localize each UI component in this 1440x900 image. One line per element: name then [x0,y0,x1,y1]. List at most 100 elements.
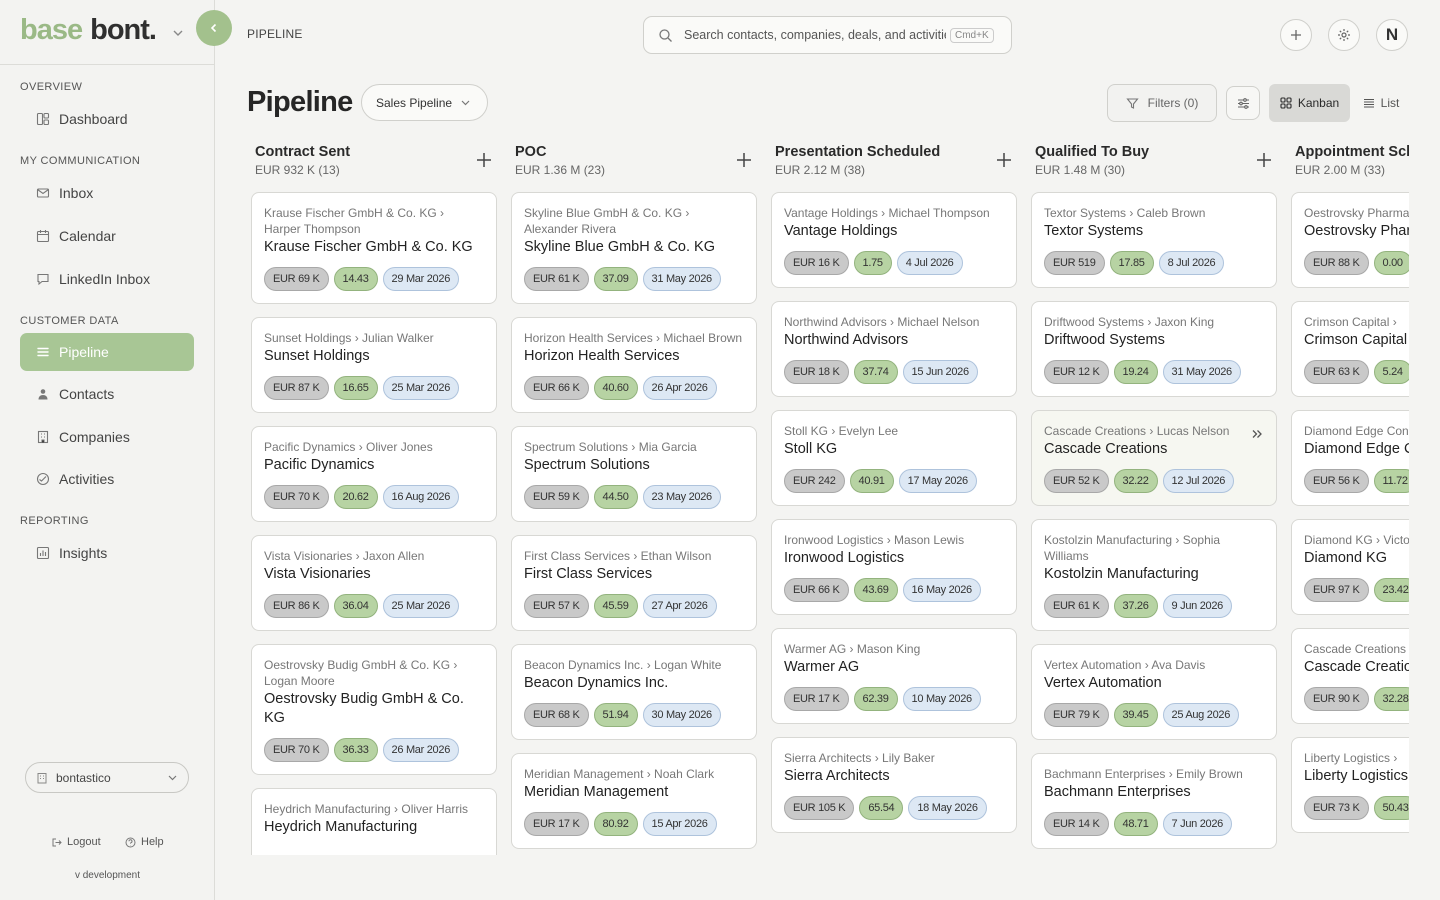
deal-card[interactable]: Cascade Creations › Lucas Nelson Cascade … [1031,410,1277,506]
deal-card[interactable]: Vantage Holdings › Michael Thompson Vanta… [771,192,1017,288]
deal-card[interactable]: Bachmann Enterprises › Emily Brown Bachma… [1031,753,1277,849]
pipeline-select-value: Sales Pipeline [376,95,453,110]
sidebar-item-insights[interactable]: Insights [20,534,194,572]
deal-card[interactable]: Skyline Blue GmbH & Co. KG › Alexander R… [511,192,757,304]
deal-badges: EUR 105 K 65.54 18 May 2026 [784,796,1004,820]
deal-card[interactable]: Meridian Management › Noah Clark Meridian… [511,753,757,849]
view-settings-button[interactable] [1226,86,1260,120]
column-title: Presentation Scheduled [775,144,941,160]
deal-card[interactable]: Driftwood Systems › Jaxon King Driftwood … [1031,301,1277,397]
deal-badges: EUR 66 K 43.69 16 May 2026 [784,578,1004,602]
deal-card[interactable]: First Class Services › Ethan Wilson First… [511,535,757,631]
deal-company-contact: Oestrovsky Budig GmbH & Co. KG › Logan M… [264,658,458,688]
chevron-down-icon [460,98,471,108]
deal-name: Beacon Dynamics Inc. [524,675,669,691]
brand-logo[interactable]: base bont. [20,14,157,46]
deal-card[interactable]: Oestrovsky Pharma › Oestrovsky Pharma EUR… [1291,192,1409,288]
chevron-down-icon[interactable] [171,27,185,39]
deal-card[interactable]: Crimson Capital › Crimson Capital EUR 63 … [1291,301,1409,397]
deal-card[interactable]: Diamond KG › Victoria Diamond KG EUR 97 K2… [1291,519,1409,615]
sidebar-item-activities[interactable]: Activities [20,460,194,498]
deal-company-contact: Vertex Automation › Ava Davis [1044,658,1206,672]
create-button[interactable] [1280,19,1312,51]
sidebar-item-inbox[interactable]: Inbox [20,174,194,212]
filters-label: Filters (0) [1147,96,1199,110]
deal-company-contact: Ironwood Logistics › Mason Lewis [784,533,965,547]
filters-button[interactable]: Filters (0) [1107,84,1217,122]
column-header: Contract Sent EUR 932 K (13) [247,138,499,192]
deal-badges: EUR 12 K 19.24 31 May 2026 [1044,360,1264,384]
deal-card[interactable]: Ironwood Logistics › Mason Lewis Ironwood… [771,519,1017,615]
deal-card[interactable]: Cascade Creations › Cascade Creations EUR… [1291,628,1409,724]
add-deal-button[interactable] [735,151,753,169]
logout-link[interactable]: Logout [51,836,101,848]
search-input[interactable] [684,28,946,42]
deal-card[interactable]: Heydrich Manufacturing › Oliver Harris He… [251,788,497,855]
deal-badges: EUR 87 K 16.65 25 Mar 2026 [264,376,484,400]
filter-icon [1126,97,1139,110]
deal-close-date-badge: 9 Jun 2026 [1162,594,1232,618]
user-avatar[interactable]: N [1376,19,1408,51]
deal-probability-badge: 32.22 [1113,469,1158,493]
deal-badges: EUR 69 K 14.43 29 Mar 2026 [264,267,484,291]
deal-card[interactable]: Kostolzin Manufacturing › Sophia William… [1031,519,1277,631]
deal-probability-badge: 62.39 [853,687,898,711]
deal-value-badge: EUR 69 K [264,267,329,291]
deal-company-contact: Sunset Holdings › Julian Walker [264,331,434,345]
workspace-select[interactable]: bontastico [25,762,189,793]
settings-button[interactable] [1328,19,1360,51]
deal-name: Warmer AG [784,659,860,675]
deal-value-badge: EUR 87 K [264,376,329,400]
deal-badges: EUR 57 K 45.59 27 Apr 2026 [524,594,744,618]
column-summary: EUR 932 K (13) [255,163,340,177]
deal-name: Bachmann Enterprises [1044,784,1191,800]
gear-icon [1338,29,1350,41]
add-deal-button[interactable] [995,151,1013,169]
view-toggle-list[interactable]: List [1353,84,1409,122]
pipeline-select[interactable]: Sales Pipeline [361,84,488,121]
deal-card[interactable]: Vista Visionaries › Jaxon Allen Vista Vis… [251,535,497,631]
deal-card[interactable]: Liberty Logistics › Liberty Logistics EUR… [1291,737,1409,833]
deal-card[interactable]: Sunset Holdings › Julian Walker Sunset Ho… [251,317,497,413]
deal-card[interactable]: Sierra Architects › Lily Baker Sierra Arc… [771,737,1017,833]
deal-badges: EUR 519 17.85 8 Jul 2026 [1044,251,1264,275]
sidebar-item-label: Inbox [59,185,94,201]
deal-card[interactable]: Pacific Dynamics › Oliver Jones Pacific D… [251,426,497,522]
deal-close-date-badge: 27 Apr 2026 [642,594,717,618]
deal-card[interactable]: Spectrum Solutions › Mia Garcia Spectrum … [511,426,757,522]
deal-company-contact: Meridian Management › Noah Clark [524,767,715,781]
open-deal-icon[interactable] [1250,427,1264,441]
deal-card[interactable]: Stoll KG › Evelyn Lee Stoll KG EUR 242 40.9… [771,410,1017,506]
view-toggle-kanban[interactable]: Kanban [1269,84,1350,122]
sidebar-item-contacts[interactable]: Contacts [20,375,194,413]
deal-company-contact: Stoll KG › Evelyn Lee [784,424,899,438]
deal-card[interactable]: Vertex Automation › Ava Davis Vertex Auto… [1031,644,1277,740]
sidebar-item-linkedin-inbox[interactable]: LinkedIn Inbox [20,260,194,298]
deal-close-date-badge: 17 May 2026 [898,469,977,493]
sidebar-item-companies[interactable]: Companies [20,418,194,456]
deal-card[interactable]: Oestrovsky Budig GmbH & Co. KG › Logan M… [251,644,497,775]
search-box[interactable]: Cmd+K [643,16,1012,54]
deal-card[interactable]: Beacon Dynamics Inc. › Logan White Beacon… [511,644,757,740]
plus-icon [477,153,491,167]
deal-close-date-badge: 10 May 2026 [902,687,981,711]
deal-card[interactable]: Krause Fischer GmbH & Co. KG › Harper Th… [251,192,497,304]
chevron-down-icon [167,773,178,783]
deal-card[interactable]: Horizon Health Services › Michael Brown H… [511,317,757,413]
deal-company-contact: Spectrum Solutions › Mia Garcia [524,440,697,454]
collapse-sidebar-button[interactable] [196,10,232,46]
deal-card[interactable]: Diamond Edge Consulting › Nelson Diamond … [1291,410,1409,506]
sidebar-item-label: Insights [59,545,108,561]
deal-probability-badge: 43.69 [853,578,898,602]
deal-card[interactable]: Textor Systems › Caleb Brown Textor Syste… [1031,192,1277,288]
add-deal-button[interactable] [1255,151,1273,169]
help-link[interactable]: Help [125,836,164,848]
deal-card[interactable]: Northwind Advisors › Michael Nelson North… [771,301,1017,397]
sidebar-item-dashboard[interactable]: Dashboard [20,100,194,138]
add-deal-button[interactable] [475,151,493,169]
deal-probability-badge: 20.62 [333,485,378,509]
sidebar-item-pipeline[interactable]: Pipeline [20,333,194,371]
sidebar-item-calendar[interactable]: Calendar [20,217,194,255]
deal-value-badge: EUR 57 K [524,594,589,618]
